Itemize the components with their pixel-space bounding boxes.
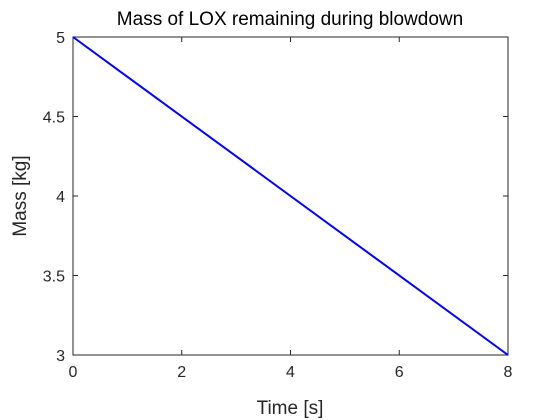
y-axis-label: Mass [kg] <box>10 155 31 236</box>
x-axis-label: Time [s] <box>257 398 324 419</box>
x-tick-label: 4 <box>286 364 295 381</box>
chart-title: Mass of LOX remaining during blowdown <box>117 9 463 30</box>
x-tick-label: 0 <box>69 364 78 381</box>
x-tick-label: 2 <box>177 364 186 381</box>
y-tick-label: 5 <box>56 30 65 47</box>
y-tick-label: 4.5 <box>43 110 65 127</box>
y-axis-ticks: 3 3.5 4 4.5 5 <box>43 30 508 365</box>
series-group <box>72 36 509 356</box>
y-tick-label: 4 <box>56 189 65 206</box>
y-tick-label: 3 <box>56 348 65 365</box>
series-line <box>72 36 509 356</box>
x-tick-label: 8 <box>504 364 513 381</box>
x-tick-label: 6 <box>395 364 404 381</box>
y-tick-label: 3.5 <box>43 269 65 286</box>
